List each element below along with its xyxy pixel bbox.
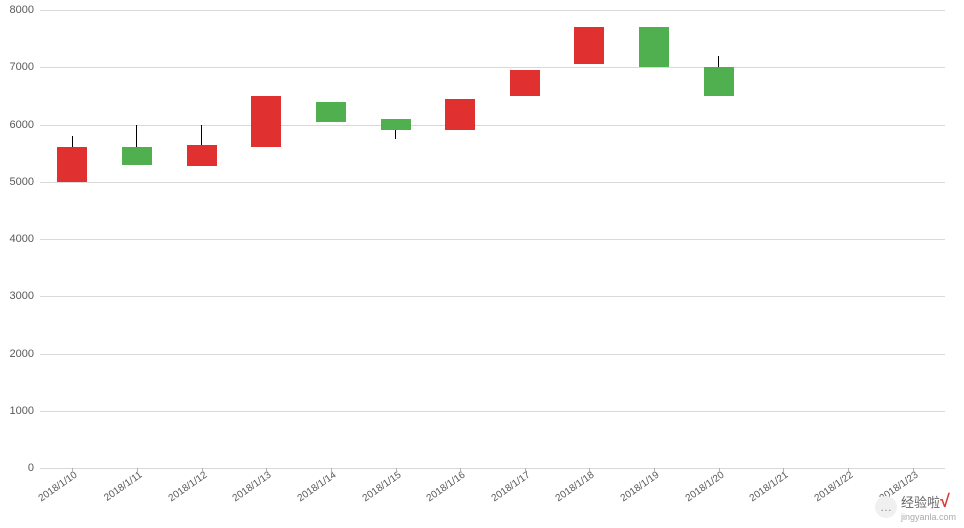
y-tick-label: 4000 bbox=[10, 233, 40, 245]
x-tick-label: 2018/1/18 bbox=[554, 470, 597, 505]
y-tick-label: 3000 bbox=[10, 290, 40, 302]
x-tick-label: 2018/1/15 bbox=[360, 470, 403, 505]
candle-down bbox=[510, 70, 540, 96]
x-tick-label: 2018/1/13 bbox=[231, 470, 274, 505]
plot-area: 0100020003000400050006000700080002018/1/… bbox=[40, 10, 945, 468]
x-tick-label: 2018/1/12 bbox=[166, 470, 209, 505]
y-tick-label: 8000 bbox=[10, 4, 40, 16]
y-tick-label: 0 bbox=[28, 462, 40, 474]
y-tick-label: 2000 bbox=[10, 348, 40, 360]
gridline bbox=[40, 10, 945, 11]
x-tick-mark bbox=[719, 468, 720, 473]
x-tick-mark bbox=[396, 468, 397, 473]
x-tick-label: 2018/1/14 bbox=[296, 470, 339, 505]
x-tick-mark bbox=[913, 468, 914, 473]
y-tick-label: 5000 bbox=[10, 176, 40, 188]
candle-up bbox=[316, 102, 346, 122]
x-tick-mark bbox=[589, 468, 590, 473]
x-tick-mark bbox=[783, 468, 784, 473]
x-tick-label: 2018/1/20 bbox=[683, 470, 726, 505]
watermark-logo-icon: … bbox=[875, 496, 897, 518]
candle-down bbox=[445, 99, 475, 130]
gridline bbox=[40, 239, 945, 240]
x-tick-label: 2018/1/17 bbox=[490, 470, 533, 505]
candle-down bbox=[251, 96, 281, 148]
x-tick-mark bbox=[460, 468, 461, 473]
candle-up bbox=[381, 119, 411, 130]
x-tick-mark bbox=[654, 468, 655, 473]
watermark: … 经验啦√ jingyanla.com bbox=[875, 491, 956, 522]
gridline bbox=[40, 468, 945, 469]
candle-up bbox=[704, 67, 734, 96]
x-tick-mark bbox=[848, 468, 849, 473]
gridline bbox=[40, 296, 945, 297]
candle-down bbox=[574, 27, 604, 64]
x-tick-label: 2018/1/21 bbox=[748, 470, 791, 505]
x-tick-mark bbox=[137, 468, 138, 473]
x-tick-label: 2018/1/19 bbox=[619, 470, 662, 505]
x-tick-mark bbox=[525, 468, 526, 473]
check-icon: √ bbox=[940, 491, 950, 511]
gridline bbox=[40, 182, 945, 183]
watermark-url: jingyanla.com bbox=[901, 512, 956, 522]
x-tick-label: 2018/1/16 bbox=[425, 470, 468, 505]
y-tick-label: 6000 bbox=[10, 119, 40, 131]
x-tick-label: 2018/1/10 bbox=[37, 470, 80, 505]
gridline bbox=[40, 125, 945, 126]
candle-down bbox=[187, 145, 217, 166]
candle-up bbox=[639, 27, 669, 67]
gridline bbox=[40, 411, 945, 412]
x-tick-mark bbox=[331, 468, 332, 473]
x-tick-mark bbox=[202, 468, 203, 473]
candle-down bbox=[57, 147, 87, 181]
watermark-cn: 经验啦 bbox=[901, 495, 940, 510]
chart-container: 0 1000 2000 3000 4000 5000 6000 7000 8000 2018/1/… bbox=[0, 0, 964, 528]
x-tick-label: 2018/1/11 bbox=[102, 470, 144, 504]
watermark-text: 经验啦√ jingyanla.com bbox=[901, 491, 956, 522]
gridline bbox=[40, 354, 945, 355]
candle-up bbox=[122, 147, 152, 164]
gridline bbox=[40, 67, 945, 68]
x-tick-mark bbox=[72, 468, 73, 473]
x-tick-mark bbox=[266, 468, 267, 473]
y-tick-label: 7000 bbox=[10, 61, 40, 73]
y-tick-label: 1000 bbox=[10, 405, 40, 417]
x-tick-label: 2018/1/22 bbox=[813, 470, 856, 505]
